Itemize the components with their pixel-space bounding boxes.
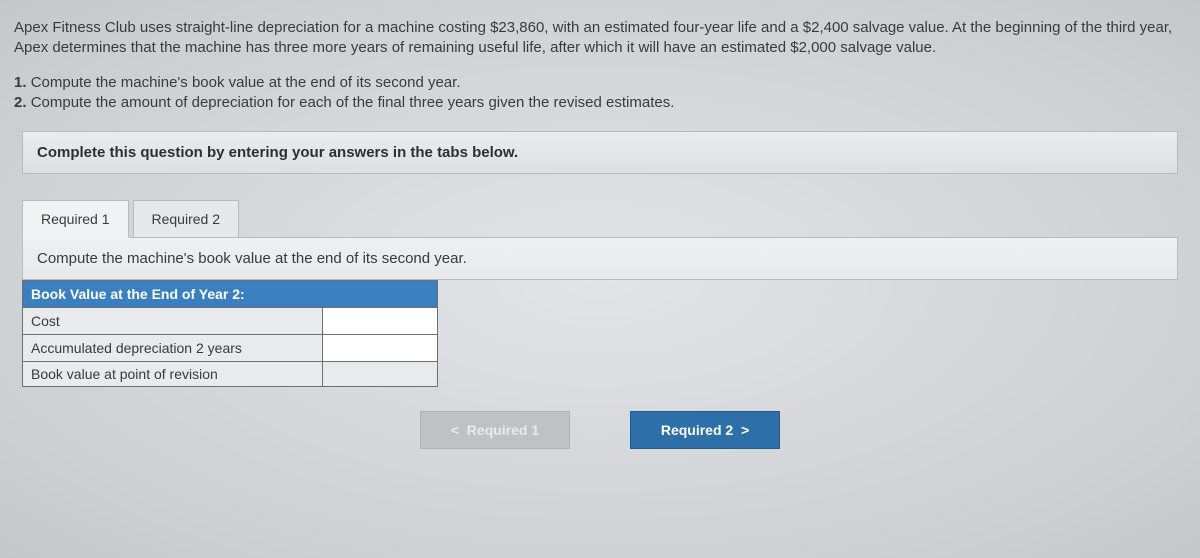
prev-button-label: Required 1 [467, 422, 539, 438]
row-label-accum-dep: Accumulated depreciation 2 years [23, 335, 323, 362]
question-list: 1. Compute the machine's book value at t… [14, 73, 1186, 114]
nav-row: < Required 1 Required 2 > [14, 411, 1186, 449]
question-item-1: 1. Compute the machine's book value at t… [14, 73, 1186, 93]
problem-statement: Apex Fitness Club uses straight-line dep… [14, 18, 1186, 59]
tab-required-2[interactable]: Required 2 [133, 200, 240, 238]
next-required-button[interactable]: Required 2 > [630, 411, 780, 449]
accum-dep-input[interactable] [323, 335, 437, 361]
accum-dep-input-cell [323, 335, 438, 362]
prev-required-button: < Required 1 [420, 411, 570, 449]
instruction-bar: Complete this question by entering your … [22, 131, 1178, 174]
chevron-right-icon: > [741, 422, 749, 438]
book-value-table: Book Value at the End of Year 2: Cost Ac… [22, 280, 438, 387]
next-button-label: Required 2 [661, 422, 733, 438]
row-label-book-value: Book value at point of revision [23, 362, 323, 387]
tabs-row: Required 1 Required 2 [22, 200, 1186, 238]
tab-required-1[interactable]: Required 1 [22, 200, 129, 238]
tab-panel-prompt: Compute the machine's book value at the … [22, 237, 1178, 280]
question-item-2: 2. Compute the amount of depreciation fo… [14, 93, 1186, 113]
question-number: 1. [14, 74, 27, 91]
row-label-cost: Cost [23, 308, 323, 335]
table-header: Book Value at the End of Year 2: [23, 281, 438, 308]
cost-input-cell [323, 308, 438, 335]
question-text: Compute the machine's book value at the … [31, 74, 461, 91]
book-value-cell [323, 362, 438, 387]
table-row: Book value at point of revision [23, 362, 438, 387]
chevron-left-icon: < [451, 422, 459, 438]
cost-input[interactable] [323, 308, 437, 334]
table-row: Accumulated depreciation 2 years [23, 335, 438, 362]
question-text: Compute the amount of depreciation for e… [31, 94, 675, 111]
question-number: 2. [14, 94, 27, 111]
table-row: Cost [23, 308, 438, 335]
